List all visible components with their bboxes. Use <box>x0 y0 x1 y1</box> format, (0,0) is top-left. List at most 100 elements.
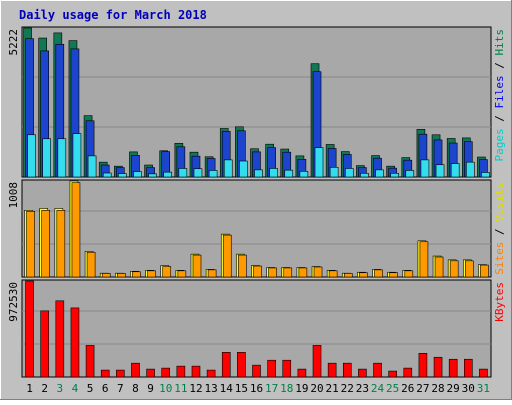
bar-sites-day-30 <box>465 260 474 278</box>
y-axis-max-label: 972530 <box>7 282 20 322</box>
bar-sites-day-7 <box>117 273 126 278</box>
label-files: Files <box>493 75 506 108</box>
bar-sites-day-24 <box>374 269 383 278</box>
bar-sites-day-29 <box>449 260 459 278</box>
bar-kbytes-day-31 <box>479 368 488 378</box>
bar-pages-day-26 <box>405 170 415 178</box>
bar-kbytes-day-26 <box>403 367 413 378</box>
x-tick-label-day-27: 27 <box>416 382 429 395</box>
x-tick-label-day-28: 28 <box>431 382 444 395</box>
x-tick-label-day-21: 21 <box>326 382 339 395</box>
y-axis-series-label: Pages / Files / Hits <box>493 29 506 162</box>
x-tick-label-day-31: 31 <box>477 382 490 395</box>
x-tick-label-day-13: 13 <box>204 382 217 395</box>
label-visits: Visits <box>493 182 506 222</box>
bar-pages-day-12 <box>193 168 203 178</box>
bar-kbytes-day-5 <box>85 345 95 378</box>
bar-pages-day-3 <box>57 138 67 178</box>
label-separator: / <box>493 109 506 129</box>
chart-panels: 5222 Pages / Files / Hits 1008 Sites / Visi… <box>7 26 506 378</box>
bar-sites-day-12 <box>192 254 202 278</box>
bar-pages-day-14 <box>223 159 233 178</box>
bar-kbytes-day-15 <box>237 352 246 378</box>
bar-pages-day-9 <box>148 173 157 178</box>
x-tick-label-day-29: 29 <box>447 382 460 395</box>
x-tick-label-day-14: 14 <box>220 382 234 395</box>
bar-sites-day-1 <box>26 210 35 278</box>
x-tick-label-day-8: 8 <box>132 382 139 395</box>
bar-sites-day-22 <box>343 273 353 278</box>
bar-pages-day-18 <box>284 169 294 178</box>
bar-pages-day-27 <box>420 159 430 178</box>
bar-pages-day-11 <box>178 168 188 178</box>
x-tick-label-day-11: 11 <box>174 382 187 395</box>
bar-sites-day-14 <box>222 234 232 278</box>
bar-pages-day-30 <box>466 161 475 178</box>
bar-sites-day-16 <box>253 265 262 278</box>
bar-pages-day-28 <box>435 164 445 178</box>
bar-sites-day-25 <box>389 272 398 278</box>
plot-area <box>21 279 492 378</box>
bar-pages-day-2 <box>42 138 51 178</box>
bar-kbytes-day-19 <box>297 368 307 378</box>
bar-pages-day-5 <box>87 155 97 178</box>
y-axis-max-label: 1008 <box>7 182 20 209</box>
bar-kbytes-day-3 <box>55 300 65 378</box>
x-tick-label-day-30: 30 <box>462 382 475 395</box>
bar-pages-day-24 <box>375 169 384 178</box>
x-tick-label-day-26: 26 <box>401 382 414 395</box>
x-tick-label-day-3: 3 <box>57 382 64 395</box>
x-tick-label-day-7: 7 <box>117 382 124 395</box>
x-tick-label-day-25: 25 <box>386 382 399 395</box>
bar-kbytes-day-6 <box>100 369 110 378</box>
chart-title: Daily usage for March 2018 <box>19 8 207 22</box>
bar-pages-day-7 <box>118 173 127 178</box>
bar-kbytes-day-14 <box>221 352 231 378</box>
bar-sites-day-3 <box>56 210 66 278</box>
x-tick-label-day-22: 22 <box>341 382 354 395</box>
x-axis-day-labels: 1 2 3 4 5 6 7 8 9 10 11 12 13 14 15 16 17 18 19 20 21 22 23 24 2… <box>26 382 490 395</box>
bar-pages-day-6 <box>102 172 112 178</box>
bar-sites-day-28 <box>434 256 444 278</box>
x-tick-label-day-17: 17 <box>265 382 278 395</box>
bar-kbytes-day-20 <box>312 345 322 378</box>
bar-sites-day-27 <box>419 241 429 278</box>
bar-kbytes-day-16 <box>252 364 261 378</box>
x-tick-label-day-2: 2 <box>41 382 48 395</box>
x-tick-label-day-15: 15 <box>235 382 248 395</box>
label-hits: Hits <box>493 29 506 56</box>
x-tick-label-day-9: 9 <box>147 382 154 395</box>
bar-kbytes-day-29 <box>448 358 458 378</box>
bar-pages-day-15 <box>239 160 248 178</box>
bar-sites-day-31 <box>480 264 489 278</box>
bar-pages-day-1 <box>27 134 36 178</box>
plot-area <box>21 179 492 278</box>
bar-kbytes-day-9 <box>146 368 155 378</box>
bar-pages-day-31 <box>481 172 490 178</box>
x-tick-label-day-24: 24 <box>371 382 385 395</box>
bar-kbytes-day-17 <box>267 359 276 378</box>
panel-1: 5222 Pages / Files / Hits <box>7 26 506 178</box>
bar-kbytes-day-10 <box>161 367 171 378</box>
x-tick-label-day-20: 20 <box>310 382 323 395</box>
bar-kbytes-day-1 <box>25 280 34 378</box>
bar-kbytes-day-21 <box>327 362 337 378</box>
bar-pages-day-13 <box>208 170 218 178</box>
bar-sites-day-6 <box>101 273 111 278</box>
bar-sites-day-19 <box>298 267 308 278</box>
bar-sites-day-9 <box>147 270 156 278</box>
bar-kbytes-day-30 <box>464 358 473 378</box>
bar-pages-day-22 <box>344 168 354 178</box>
bar-pages-day-23 <box>360 172 369 178</box>
bar-kbytes-day-13 <box>206 369 216 378</box>
bar-sites-day-26 <box>404 270 414 278</box>
x-tick-label-day-10: 10 <box>159 382 172 395</box>
x-tick-label-day-18: 18 <box>280 382 293 395</box>
bar-pages-day-17 <box>269 168 278 178</box>
bar-sites-day-20 <box>313 266 323 278</box>
bar-sites-day-15 <box>238 254 247 278</box>
bar-kbytes-day-22 <box>342 362 352 378</box>
x-tick-label-day-16: 16 <box>250 382 263 395</box>
